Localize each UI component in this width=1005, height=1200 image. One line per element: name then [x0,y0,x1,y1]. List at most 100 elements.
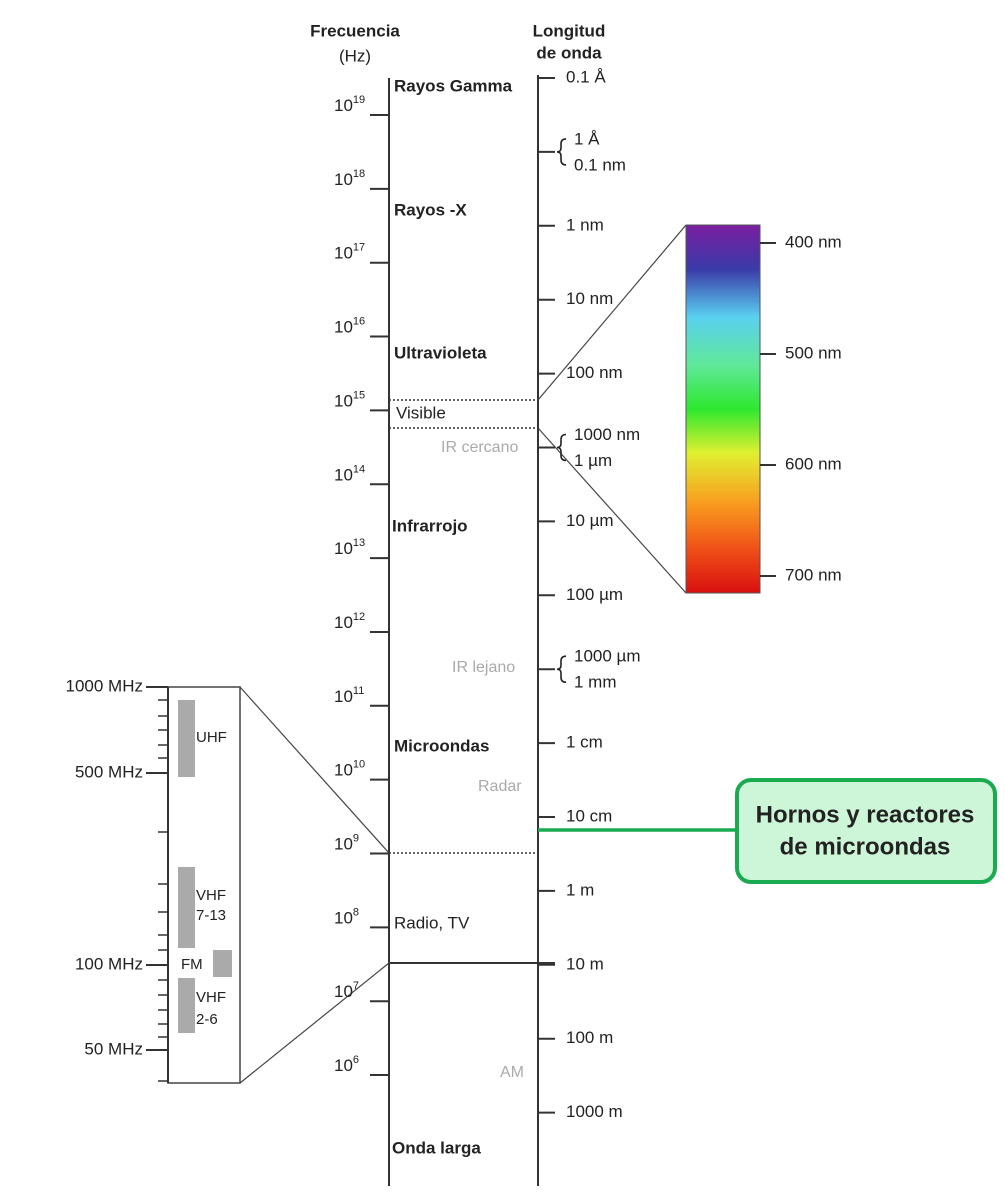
frequency-label: 109 [334,832,359,854]
region-label: Radar [478,778,522,795]
frequency-base: 10 [334,909,353,928]
region-label: Radio, TV [394,913,470,932]
region-label: Infrarrojo [392,516,468,535]
frequency-exponent: 18 [353,168,365,180]
frequency-base: 10 [334,392,353,411]
region-label: Rayos -X [394,200,467,219]
wavelength-label: 1 m [566,880,594,899]
wavelength-label: 1000 m [566,1102,623,1121]
zoom-line [537,224,687,401]
wavelength-label: 0.1 Å [566,67,606,86]
frequency-label: 108 [334,906,359,928]
inset-label: 1000 MHz [66,676,143,695]
axis-title: de onda [536,43,602,62]
region-label: Visible [396,403,446,422]
frequency-label: 1019 [334,94,365,116]
frequency-base: 10 [334,318,353,337]
axis-unit: (Hz) [339,46,371,65]
band-label: UHF [196,729,227,746]
frequency-exponent: 12 [353,611,365,623]
brace [556,138,567,166]
frequency-exponent: 7 [353,980,359,992]
zoom-line [239,962,390,1084]
wavelength-label: 100 nm [566,363,623,382]
frequency-exponent: 15 [353,389,365,401]
frequency-exponent: 8 [353,906,359,918]
band [178,700,195,777]
frequency-label: 1013 [334,537,365,559]
frequency-label: 1015 [334,389,365,411]
frequency-exponent: 17 [353,242,365,254]
band-label: 2-6 [196,1011,218,1028]
spectrum-label: 700 nm [785,565,842,584]
wavelength-label: 1 Å [574,129,600,148]
frequency-exponent: 10 [353,759,365,771]
frequency-exponent: 14 [353,463,365,475]
wavelength-label: 100 m [566,1028,613,1047]
wavelength-label: 1 cm [566,733,603,752]
wavelength-label: 100 µm [566,585,623,604]
brace [556,433,567,462]
frequency-label: 1018 [334,168,365,190]
frequency-label: 1014 [334,463,365,485]
band-label: VHF [196,989,226,1006]
frequency-base: 10 [334,170,353,189]
wavelength-label: 10 µm [566,511,614,530]
frequency-label: 106 [334,1054,359,1076]
frequency-label: 1011 [334,685,364,707]
band-label: VHF [196,887,226,904]
frequency-exponent: 6 [353,1054,359,1066]
band [178,867,195,948]
axis-title: Frecuencia [310,21,400,40]
frequency-label: 107 [334,980,359,1002]
region-label: IR cercano [441,439,518,456]
callout-text: de microondas [780,833,951,860]
region-label: Ultravioleta [394,343,487,362]
region-label: IR lejano [452,659,515,676]
wavelength-label: 10 m [566,954,604,973]
spectrum-label: 600 nm [785,454,842,473]
frequency-base: 10 [334,613,353,632]
region-label: AM [500,1064,524,1081]
visible-spectrum [685,224,761,594]
band-label: 7-13 [196,907,226,924]
frequency-base: 10 [334,540,353,559]
callout-box [735,778,997,884]
frequency-base: 10 [334,466,353,485]
region-label: Microondas [394,736,489,755]
frequency-label: 1010 [334,759,365,781]
frequency-exponent: 9 [353,832,359,844]
wavelength-label: 1 µm [574,451,612,470]
frequency-exponent: 16 [353,315,365,327]
spectrum-label: 400 nm [785,232,842,251]
wavelength-label: 0.1 nm [574,155,626,174]
frequency-exponent: 19 [353,94,365,106]
inset-label: 100 MHz [75,954,143,973]
zoom-line [537,427,687,594]
inset-label: 500 MHz [75,762,143,781]
band [178,978,195,1033]
callout-text: Hornos y reactores [756,801,975,828]
frequency-label: 1012 [334,611,365,633]
brace [556,655,567,683]
region-label: Rayos Gamma [394,76,513,95]
wavelength-label: 10 nm [566,289,613,308]
wavelength-label: 1000 nm [574,425,640,444]
frequency-base: 10 [334,244,353,263]
band [213,950,232,977]
axis-title: Longitud [533,21,606,40]
spectrum-label: 500 nm [785,343,842,362]
wavelength-label: 10 cm [566,806,612,825]
frequency-exponent: 11 [353,685,364,697]
wavelength-label: 1000 µm [574,647,641,666]
frequency-label: 1017 [334,242,365,264]
frequency-base: 10 [334,761,353,780]
inset-label: 50 MHz [84,1039,143,1058]
wavelength-label: 1 nm [566,215,604,234]
frequency-base: 10 [334,983,353,1002]
frequency-base: 10 [334,1057,353,1076]
frequency-label: 1016 [334,315,365,337]
frequency-base: 10 [334,687,353,706]
region-label: Onda larga [392,1138,481,1157]
